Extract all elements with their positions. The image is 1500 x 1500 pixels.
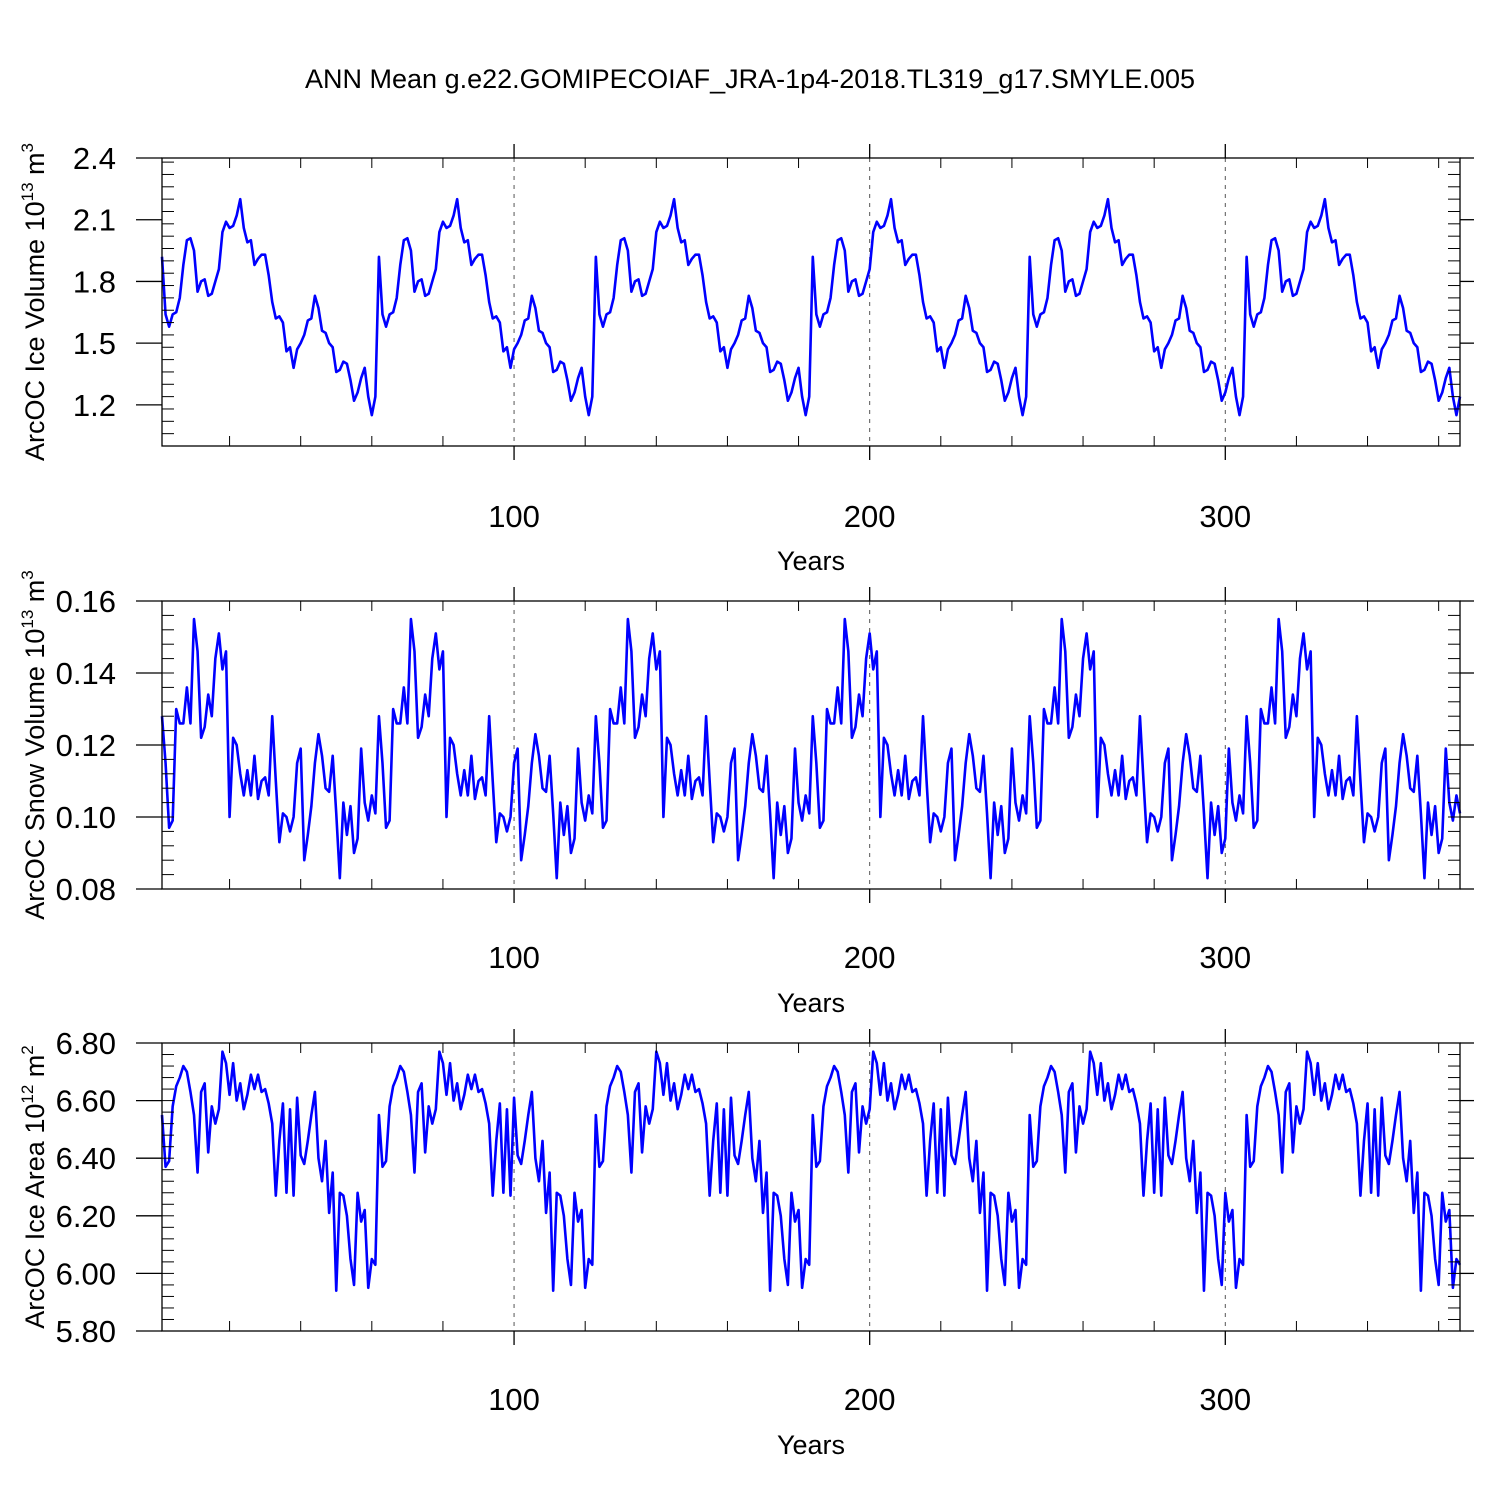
ice-volume-ylabel-text: m bbox=[20, 152, 50, 182]
snow-volume-xlabel: Years bbox=[777, 988, 845, 1018]
ice-volume-ylabel-superscript: 3 bbox=[18, 143, 37, 152]
ice-area-xtick-label: 100 bbox=[488, 1382, 540, 1417]
snow-volume-xtick-label: 300 bbox=[1199, 940, 1251, 975]
snow-volume-ytick-label: 0.12 bbox=[56, 728, 116, 763]
panel-ice-volume: 1.2 1.5 1.8 2.1 2.4 100 200 300 Years ArcOC Ice V… bbox=[18, 141, 1474, 576]
snow-volume-xtick-label: 200 bbox=[844, 940, 896, 975]
snow-volume-series-line bbox=[160, 617, 1462, 880]
ice-volume-ytick-label: 1.2 bbox=[73, 388, 116, 423]
ice-area-xtick-label: 200 bbox=[844, 1382, 896, 1417]
ice-area-ytick-label: 6.80 bbox=[56, 1026, 116, 1061]
ice-area-ytick-label: 6.60 bbox=[56, 1084, 116, 1119]
ice-volume-ytick-label: 1.5 bbox=[73, 326, 116, 361]
ice-volume-ylabel-superscript: 13 bbox=[18, 182, 37, 201]
ice-area-ytick-label: 6.00 bbox=[56, 1256, 116, 1291]
snow-volume-ylabel-text: ArcOC Snow Volume 10 bbox=[20, 629, 50, 920]
ice-area-ylabel-text: ArcOC Ice Area 10 bbox=[20, 1104, 50, 1329]
ice-volume-plot-frame bbox=[161, 157, 1461, 447]
ice-volume-ytick-label: 2.4 bbox=[73, 141, 116, 176]
snow-volume-xtick-label: 100 bbox=[488, 940, 540, 975]
snow-volume-ylabel-superscript: 3 bbox=[18, 570, 37, 579]
ice-area-ylabel-superscript: 12 bbox=[18, 1085, 37, 1104]
ice-volume-ylabel-text: ArcOC Ice Volume 10 bbox=[20, 201, 50, 461]
ice-volume-xtick-label: 200 bbox=[844, 499, 896, 534]
ice-volume-xlabel: Years bbox=[777, 546, 845, 576]
ice-area-plot-frame bbox=[161, 1042, 1461, 1332]
ice-area-ytick-label: 6.40 bbox=[56, 1141, 116, 1176]
snow-volume-ylabel-superscript: 13 bbox=[18, 610, 37, 629]
ice-volume-xtick-label: 300 bbox=[1199, 499, 1251, 534]
ice-area-xlabel: Years bbox=[777, 1430, 845, 1460]
snow-volume-ytick-label: 0.14 bbox=[56, 656, 116, 691]
ice-volume-series-line bbox=[160, 197, 1462, 417]
snow-volume-ylabel-text: m bbox=[20, 580, 50, 610]
ice-volume-ytick-label: 2.1 bbox=[73, 203, 116, 238]
ice-area-series-line bbox=[160, 1050, 1462, 1292]
snow-volume-ytick-label: 0.10 bbox=[56, 800, 116, 835]
snow-volume-ytick-label: 0.16 bbox=[56, 584, 116, 619]
ice-area-ylabel: ArcOC Ice Area 1012 m2 bbox=[18, 1045, 50, 1329]
panel-ice-area: 5.80 6.00 6.20 6.40 6.60 6.80 100 200 300 Years Ar… bbox=[18, 1026, 1474, 1460]
ice-area-ytick-label: 6.20 bbox=[56, 1199, 116, 1234]
ice-volume-ytick-label: 1.8 bbox=[73, 264, 116, 299]
ice-area-ylabel-text: m bbox=[20, 1055, 50, 1085]
panel-snow-volume: 0.08 0.10 0.12 0.14 0.16 100 200 300 Years ArcOC … bbox=[18, 570, 1474, 1018]
ice-area-ytick-label: 5.80 bbox=[56, 1314, 116, 1349]
snow-volume-ylabel: ArcOC Snow Volume 1013 m3 bbox=[18, 570, 50, 920]
ice-volume-xtick-label: 100 bbox=[488, 499, 540, 534]
ice-area-ylabel-superscript: 2 bbox=[18, 1045, 37, 1054]
figure-title: ANN Mean g.e22.GOMIPECOIAF_JRA-1p4-2018.… bbox=[305, 64, 1195, 94]
snow-volume-ytick-label: 0.08 bbox=[56, 872, 116, 907]
ice-area-xtick-label: 300 bbox=[1199, 1382, 1251, 1417]
ice-volume-ylabel: ArcOC Ice Volume 1013 m3 bbox=[18, 143, 50, 461]
